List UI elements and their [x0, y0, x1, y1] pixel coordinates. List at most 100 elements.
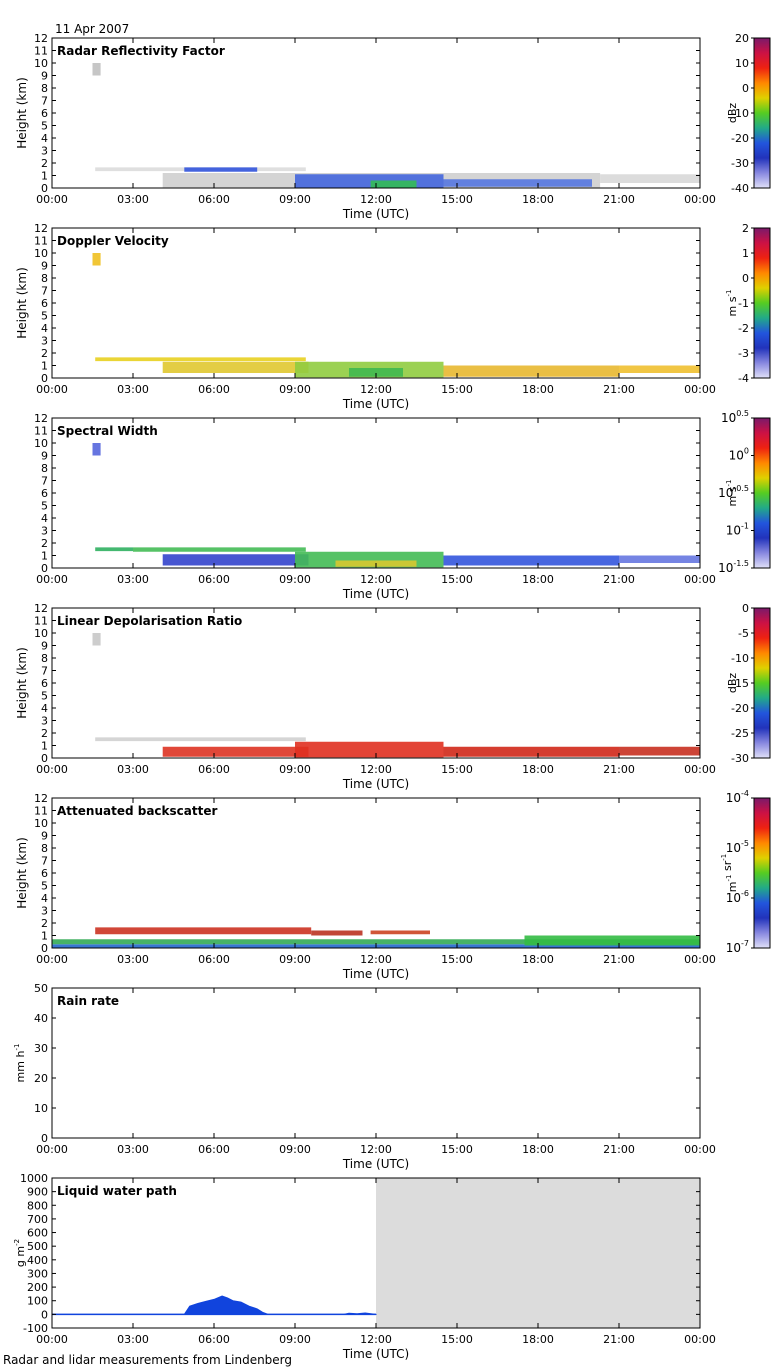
date-label: 11 Apr 2007 [55, 22, 129, 36]
y-tick-label: 400 [27, 1254, 48, 1267]
colorbar-tick-label: -10 [731, 652, 749, 665]
footer-caption: Radar and lidar measurements from Linden… [3, 1353, 292, 1367]
y-tick-label: 7 [41, 285, 48, 298]
echo-layer [92, 443, 101, 456]
echo-layer [311, 930, 363, 936]
x-tick-label: 00:00 [684, 953, 716, 966]
y-tick-label: 9 [41, 830, 48, 843]
x-tick-label: 00:00 [684, 573, 716, 586]
x-tick-label: 15:00 [441, 763, 473, 776]
y-tick-label: 2 [41, 347, 48, 360]
x-axis-label: Time (UTC) [342, 587, 409, 601]
colorbar-tick-label: 10-0.5 [718, 484, 749, 500]
x-axis-label: Time (UTC) [342, 1157, 409, 1171]
x-tick-label: 21:00 [603, 1333, 635, 1346]
panel-radar-reflectivity-factor: Radar Reflectivity Factor012345678910111… [15, 32, 771, 221]
colorbar-tick-label: 20 [735, 32, 749, 45]
y-tick-label: 20 [34, 1072, 48, 1085]
y-tick-label: 50 [34, 982, 48, 995]
colorbar-tick-label: 100.5 [721, 409, 749, 425]
x-tick-label: 00:00 [684, 383, 716, 396]
missing-data-region [376, 1178, 700, 1328]
y-tick-label: 9 [41, 640, 48, 653]
y-tick-label: 4 [41, 892, 48, 905]
colorbar-tick-label: -3 [738, 347, 749, 360]
y-tick-label: 11 [34, 805, 48, 818]
x-axis-label: Time (UTC) [342, 397, 409, 411]
colorbar-tick-label: -2 [738, 322, 749, 335]
colorbar [753, 797, 771, 949]
y-tick-label: 4 [41, 512, 48, 525]
echo-layer [619, 555, 700, 563]
y-tick-label: 900 [27, 1186, 48, 1199]
panel-title: Spectral Width [57, 424, 158, 438]
echo-layer [370, 930, 430, 935]
x-tick-label: 00:00 [36, 573, 68, 586]
x-tick-label: 12:00 [360, 193, 392, 206]
x-tick-label: 12:00 [360, 383, 392, 396]
y-tick-label: 1000 [20, 1172, 48, 1185]
colorbar-tick-label: 10-4 [726, 789, 749, 805]
y-tick-label: 11 [34, 235, 48, 248]
x-tick-label: 21:00 [603, 763, 635, 776]
x-axis-label: Time (UTC) [342, 777, 409, 791]
y-tick-label: 1 [41, 170, 48, 183]
echo-layer [92, 633, 101, 646]
echo-layer [443, 365, 619, 377]
y-tick-label: 6 [41, 487, 48, 500]
y-tick-label: 3 [41, 335, 48, 348]
x-tick-label: 00:00 [684, 1333, 716, 1346]
lwp-area [51, 1295, 377, 1315]
colorbar-tick-label: 10-6 [726, 889, 749, 905]
y-tick-label: 0 [41, 1308, 48, 1321]
y-tick-label: 10 [34, 817, 48, 830]
colorbar-tick-label: 100 [729, 447, 749, 463]
x-tick-label: 06:00 [198, 383, 230, 396]
echo-layer [295, 174, 444, 188]
colorbar-unit-label: m s-1 [725, 290, 739, 317]
x-tick-label: 15:00 [441, 383, 473, 396]
colorbar-tick-label: 0 [742, 272, 749, 285]
x-tick-label: 09:00 [279, 383, 311, 396]
y-tick-label: 200 [27, 1281, 48, 1294]
echo-layer [92, 253, 101, 266]
y-tick-label: 8 [41, 272, 48, 285]
y-tick-label: -100 [23, 1322, 48, 1335]
y-tick-label: 7 [41, 855, 48, 868]
x-tick-label: 15:00 [441, 573, 473, 586]
colorbar-unit-label: dBz [726, 103, 739, 124]
x-tick-label: 06:00 [198, 953, 230, 966]
echo-layer [600, 174, 700, 183]
x-tick-label: 00:00 [36, 1143, 68, 1156]
x-tick-label: 21:00 [603, 383, 635, 396]
echo-layer [52, 939, 700, 945]
axes-frame [51, 37, 701, 189]
x-tick-label: 03:00 [117, 953, 149, 966]
colorbar-tick-label: 0 [742, 602, 749, 615]
colorbar-tick-label: -30 [731, 752, 749, 765]
y-tick-label: 2 [41, 157, 48, 170]
x-tick-label: 00:00 [36, 763, 68, 776]
y-tick-label: 4 [41, 322, 48, 335]
x-tick-label: 12:00 [360, 953, 392, 966]
x-tick-label: 18:00 [522, 763, 554, 776]
x-tick-label: 03:00 [117, 383, 149, 396]
y-tick-label: 5 [41, 310, 48, 323]
x-tick-label: 09:00 [279, 763, 311, 776]
y-tick-label: 8 [41, 462, 48, 475]
y-tick-label: 8 [41, 652, 48, 665]
x-tick-label: 12:00 [360, 763, 392, 776]
x-tick-label: 12:00 [360, 573, 392, 586]
x-tick-label: 09:00 [279, 1333, 311, 1346]
colorbar [753, 37, 771, 189]
axes-frame [51, 227, 701, 379]
x-tick-label: 21:00 [603, 1143, 635, 1156]
colorbar-tick-label: -1 [738, 297, 749, 310]
colorbar-tick-label: 2 [742, 222, 749, 235]
x-tick-label: 00:00 [36, 383, 68, 396]
colorbar-tick-label: 10-5 [726, 839, 749, 855]
colorbar-unit-label: dBz [726, 673, 739, 694]
y-tick-label: 9 [41, 260, 48, 273]
